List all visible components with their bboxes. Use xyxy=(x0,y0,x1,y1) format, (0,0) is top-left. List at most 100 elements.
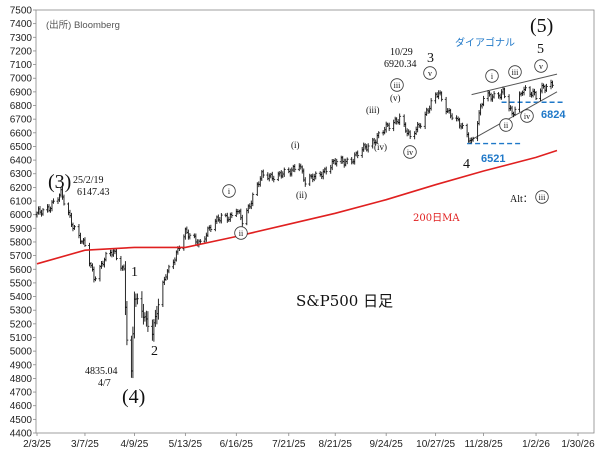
ohlc-bar xyxy=(513,106,517,116)
ohlc-bar xyxy=(344,158,348,167)
ohlc-bar xyxy=(447,108,451,114)
ohlc-bar xyxy=(545,83,548,92)
chart-title: S&P500 日足 xyxy=(296,292,393,310)
ohlc-bar xyxy=(488,90,491,97)
ohlc-bar xyxy=(249,200,253,210)
ohlc-bar xyxy=(94,276,97,282)
ohlc-bar xyxy=(471,136,475,142)
minor-wave-numeral: v xyxy=(539,62,543,71)
y-tick-label: 4600 xyxy=(10,401,33,412)
ohlc-bar xyxy=(486,90,490,102)
minor-wave-circle xyxy=(508,65,522,79)
x-tick-label: 6/16/25 xyxy=(220,439,254,450)
ohlc-bar xyxy=(402,114,406,127)
ohlc-bar xyxy=(519,91,523,97)
ohlc-bar xyxy=(281,171,285,179)
high-value-label: 6920.34 xyxy=(384,59,417,70)
y-tick-label: 7200 xyxy=(10,46,33,57)
ohlc-bar xyxy=(320,171,324,180)
ohlc-bar xyxy=(155,305,159,325)
ohlc-bar xyxy=(542,83,545,89)
minor-wave-v-marker: v xyxy=(423,66,437,80)
ohlc-bar xyxy=(323,167,327,174)
ohlc-bar xyxy=(300,165,304,174)
ohlc-bar xyxy=(335,158,339,167)
ohlc-bar xyxy=(52,198,55,204)
ohlc-bar xyxy=(500,89,503,100)
ohlc-bar xyxy=(314,171,318,180)
ohlc-bar xyxy=(437,90,441,100)
ohlc-bar xyxy=(450,113,454,121)
y-tick-label: 6300 xyxy=(10,169,33,180)
ohlc-bar xyxy=(38,206,42,215)
minor-wave-ii-marker: ii xyxy=(499,118,513,132)
ohlc-bar xyxy=(290,167,294,177)
y-tick-label: 6200 xyxy=(10,183,33,194)
ohlc-bar xyxy=(533,88,536,96)
ohlc-bar xyxy=(146,311,150,332)
minor-wave-iii-marker: iii xyxy=(508,65,522,79)
ohlc-bar xyxy=(134,293,138,307)
minor-wave-numeral: ii xyxy=(504,121,509,130)
ohlc-bar xyxy=(112,249,115,257)
ohlc-bar xyxy=(71,222,75,232)
alt-label: Alt： xyxy=(510,194,533,205)
ohlc-bar xyxy=(133,291,136,339)
ohlc-bar xyxy=(161,280,165,308)
ohlc-bar xyxy=(332,159,336,165)
ohlc-bar xyxy=(384,121,388,133)
ohlc-bar xyxy=(293,164,297,173)
ohlc-bar xyxy=(297,163,301,172)
wave-5-major-label: (5) xyxy=(530,15,553,37)
x-tick-label: 8/21/25 xyxy=(319,439,353,450)
ohlc-bar xyxy=(377,131,381,139)
ohlc-bar xyxy=(440,91,444,102)
level-6521-label: 6521 xyxy=(481,153,505,165)
price-bars xyxy=(35,79,554,379)
ohlc-bar xyxy=(528,86,532,97)
ohlc-bar xyxy=(539,88,542,102)
ohlc-bar xyxy=(345,157,349,165)
y-tick-label: 5600 xyxy=(10,265,33,276)
ohlc-bar xyxy=(477,110,481,126)
ohlc-bar xyxy=(219,213,223,224)
ohlc-bar xyxy=(83,237,87,247)
y-tick-label: 6900 xyxy=(10,87,33,98)
minor-wave-numeral: iv xyxy=(524,112,530,121)
y-tick-label: 6400 xyxy=(10,156,33,167)
ohlc-bar xyxy=(162,276,166,286)
x-tick-label: 4/9/25 xyxy=(121,439,149,450)
ohlc-bar xyxy=(91,263,94,272)
ohlc-bar xyxy=(194,233,198,245)
ohlc-bar xyxy=(419,123,423,129)
ohlc-bar xyxy=(531,88,535,98)
ohlc-bar xyxy=(46,204,49,213)
paren-wave-iv-label: (iv) xyxy=(374,142,387,152)
minor-wave-v-marker: v xyxy=(534,59,548,73)
ohlc-bar xyxy=(218,217,222,224)
y-tick-label: 7400 xyxy=(10,19,33,30)
ohlc-bar xyxy=(197,239,201,248)
ohlc-bar xyxy=(186,229,190,240)
ohlc-bar xyxy=(171,259,175,270)
ohlc-bar xyxy=(167,264,171,274)
ohlc-bar xyxy=(110,249,114,258)
ohlc-bar xyxy=(366,143,370,153)
y-tick-label: 5800 xyxy=(10,237,33,248)
peak-value-label: 6147.43 xyxy=(77,187,110,198)
ohlc-bar xyxy=(269,172,273,179)
ohlc-bar xyxy=(104,251,108,262)
ohlc-bar xyxy=(429,98,433,111)
ohlc-bar xyxy=(435,92,439,98)
ohlc-bar xyxy=(501,86,505,95)
ohlc-bar xyxy=(177,245,181,252)
minor-wave-circle xyxy=(520,109,534,123)
ohlc-bar xyxy=(353,152,357,165)
x-tick-label: 3/7/25 xyxy=(71,439,99,450)
ohlc-bar xyxy=(341,155,345,164)
y-tick-label: 5100 xyxy=(10,333,33,344)
ohlc-bar xyxy=(329,164,333,174)
ohlc-bar xyxy=(449,108,453,119)
